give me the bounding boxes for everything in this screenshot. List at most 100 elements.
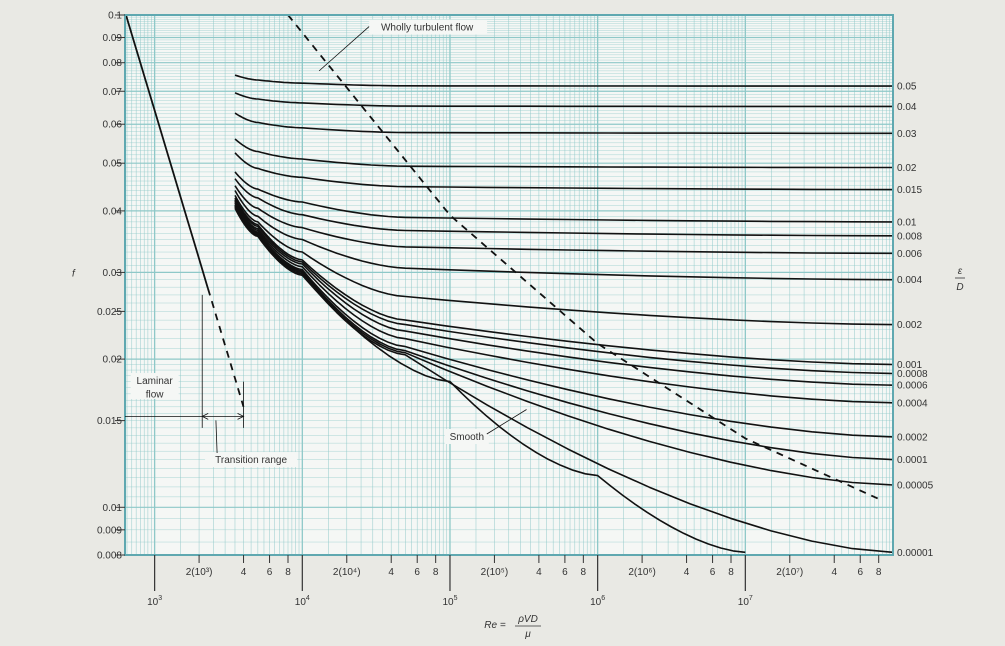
axis-ticks [115,14,880,591]
plot-frame [124,14,894,556]
leader-wholly-turbulent [318,26,370,72]
label-bg-wholly-turbulent [369,19,488,35]
y-tick-label: 0.02 [103,355,123,366]
roughness-label: 0.004 [897,275,922,286]
curve-0-008 [234,178,894,237]
x-minor-tick-label: 4 [684,567,690,578]
curve-0-004 [234,190,894,281]
leader-smooth [486,409,527,435]
x-minor-tick-label: 8 [433,567,439,578]
roughness-label: 0.0006 [897,381,928,392]
curve-laminar-flow [125,14,209,289]
y-tick-label: 0.01 [103,503,123,514]
curve-0-0006 [234,200,894,386]
curve-wholly-turbulent-flow [287,14,880,500]
x-major-tick-label: 107 [738,595,753,608]
x-axis-label-num: ρVD [517,614,538,625]
x-minor-tick-label: 4 [241,567,247,578]
x-minor-tick-label: 8 [285,567,291,578]
label-transition-range: Transition range [215,455,287,466]
label-bg-transition [205,452,298,468]
x-minor-tick-label: 6 [267,567,273,578]
label-wholly-turbulent: Wholly turbulent flow [381,23,474,34]
roughness-label: 0.002 [897,320,922,331]
x-axis-label-den: μ [524,629,531,640]
x-minor-tick-label: 2(10⁶) [628,567,655,578]
y-tick-label: 0.008 [97,551,122,562]
x-minor-tick-label: 6 [414,567,420,578]
x-minor-tick-label: 4 [388,567,394,578]
y-tick-label: 0.04 [103,206,123,217]
x-minor-tick-label: 4 [831,567,837,578]
y-tick-label: 0.05 [103,159,123,170]
y-tick-label: 0.03 [103,268,123,279]
roughness-label: 0.001 [897,360,922,371]
curve-0-002 [234,195,894,326]
x-minor-tick-label: 2(10⁵) [481,567,509,578]
roughness-label: 0.02 [897,163,917,174]
roughness-label: 0.0001 [897,455,928,466]
roughness-label: 0.0004 [897,398,928,409]
curve-smooth [234,207,746,554]
curve-0-006 [234,185,894,255]
y-tick-label: 0.09 [103,33,123,44]
curves [125,14,894,554]
transition-arrow-left [201,413,209,420]
y-tick-label: 0.025 [97,307,122,318]
x-minor-tick-label: 6 [710,567,716,578]
roughness-label: 0.01 [897,217,917,228]
roughness-label: 0.04 [897,102,917,113]
x-minor-tick-label: 2(10³) [186,567,213,578]
y-tick-label: 0.015 [97,416,122,427]
curve-0-03 [234,112,893,135]
x-major-tick-label: 106 [590,595,605,608]
x-minor-tick-label: 4 [536,567,542,578]
x-major-tick-label: 103 [147,595,162,608]
annotations: Wholly turbulent flow Laminar flow Transiti… [125,19,527,468]
roughness-label: 0.00005 [897,480,934,491]
y-tick-label: 0.1 [108,11,122,22]
x-minor-tick-label: 2(10⁷) [776,567,803,578]
roughness-label: 0.00001 [897,548,934,559]
label-laminar-flow: flow [146,390,165,401]
x-major-tick-label: 104 [295,595,310,608]
curve-0-02 [234,138,893,169]
x-minor-tick-label: 8 [876,567,882,578]
roughness-axis-eps: ε [958,266,963,277]
roughness-label: 0.05 [897,82,917,93]
roughness-label: 0.008 [897,231,922,242]
axis-labels: 0.1 0.09 0.08 0.07 0.06 0.05 0.04 0.03 0.025 0.02… [72,11,965,640]
x-minor-tick-label: 8 [728,567,734,578]
y-tick-label: 0.06 [103,120,123,131]
curve-0-001 [234,197,894,366]
curve-0-015 [234,152,894,191]
label-smooth: Smooth [450,432,484,443]
x-minor-tick-label: 6 [562,567,568,578]
x-axis-label-lhs: Re = [484,620,506,631]
y-tick-label: 0.07 [103,87,123,98]
roughness-axis-d: D [956,282,963,293]
x-minor-tick-label: 8 [581,567,587,578]
curve-0-0004 [234,201,894,404]
roughness-label: 0.03 [897,129,917,140]
label-bg-laminar [130,373,179,400]
roughness-label: 0.0008 [897,369,928,380]
roughness-label: 0.015 [897,185,922,196]
roughness-label: 0.0002 [897,432,928,443]
x-minor-tick-label: 2(10⁴) [333,567,361,578]
curve-0-01 [234,171,894,223]
roughness-label: 0.006 [897,249,922,260]
label-bg-smooth [444,428,489,444]
transition-arrow-right [237,413,245,420]
curve-0-0002 [234,202,894,438]
y-axis-label: f [72,268,76,279]
y-tick-label: 0.009 [97,525,122,536]
x-minor-tick-label: 6 [857,567,863,578]
y-tick-label: 0.08 [103,58,123,69]
curve-0-0008 [234,199,894,375]
curve-0-04 [234,92,893,108]
x-major-tick-label: 105 [442,595,457,608]
label-laminar: Laminar [137,376,174,387]
